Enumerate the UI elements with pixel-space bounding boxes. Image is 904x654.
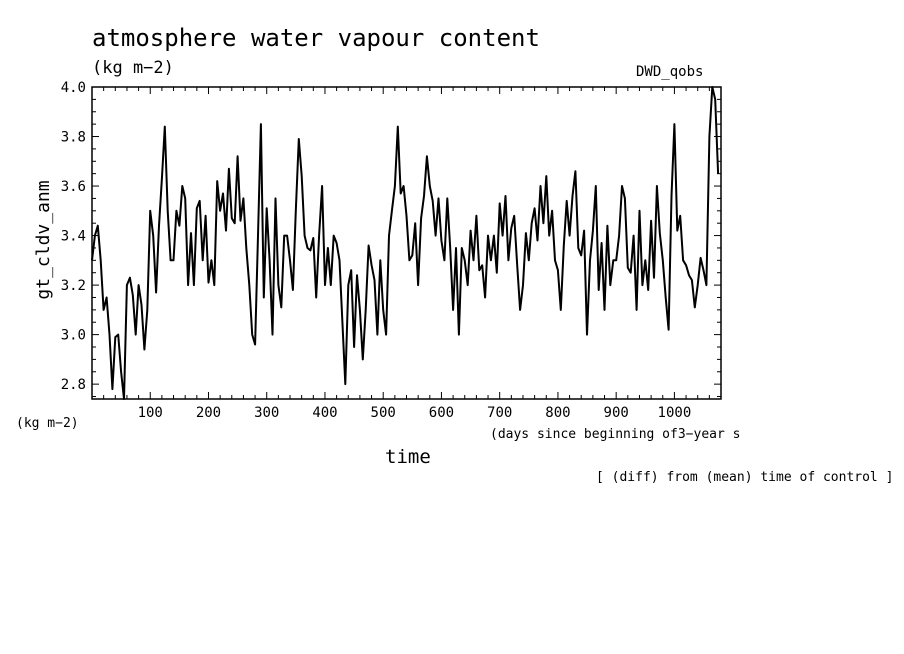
plot-frame	[91, 86, 722, 400]
x-tick-label: 800	[545, 405, 570, 421]
bottom-left-units: (kg m−2)	[16, 416, 79, 431]
x-tick-label: 700	[487, 405, 512, 421]
x-tick-label: 500	[371, 405, 396, 421]
y-tick-label: 3.2	[61, 278, 86, 294]
x-tick-label: 200	[196, 405, 221, 421]
chart-units: (kg m−2)	[92, 58, 174, 78]
x-tick-label: 1000	[658, 405, 692, 421]
tick-labels: 100 200 300 400 500 600 700 800 900 1000 2.8 3.0 3.2…	[61, 80, 692, 421]
footnote: [ (diff) from (mean) time of control ]	[596, 470, 894, 485]
x-tick-label: 600	[429, 405, 454, 421]
y-tick-label: 3.8	[61, 130, 86, 146]
x-axis-sublabel: (days since beginning of3−year s	[490, 427, 741, 442]
x-axis-label: time	[385, 446, 431, 468]
chart-source-label: DWD_qobs	[636, 64, 704, 80]
x-tick-label: 400	[312, 405, 337, 421]
x-tick-label: 100	[138, 405, 163, 421]
y-tick-label: 2.8	[61, 377, 86, 393]
chart-title: atmosphere water vapour content	[92, 24, 540, 52]
x-tick-label: 300	[254, 405, 279, 421]
y-tick-label: 3.4	[61, 229, 86, 245]
y-tick-label: 4.0	[61, 80, 86, 96]
x-tick-label: 900	[604, 405, 629, 421]
data-series-line	[91, 86, 720, 400]
y-tick-label: 3.0	[61, 328, 86, 344]
y-tick-label: 3.6	[61, 179, 86, 195]
